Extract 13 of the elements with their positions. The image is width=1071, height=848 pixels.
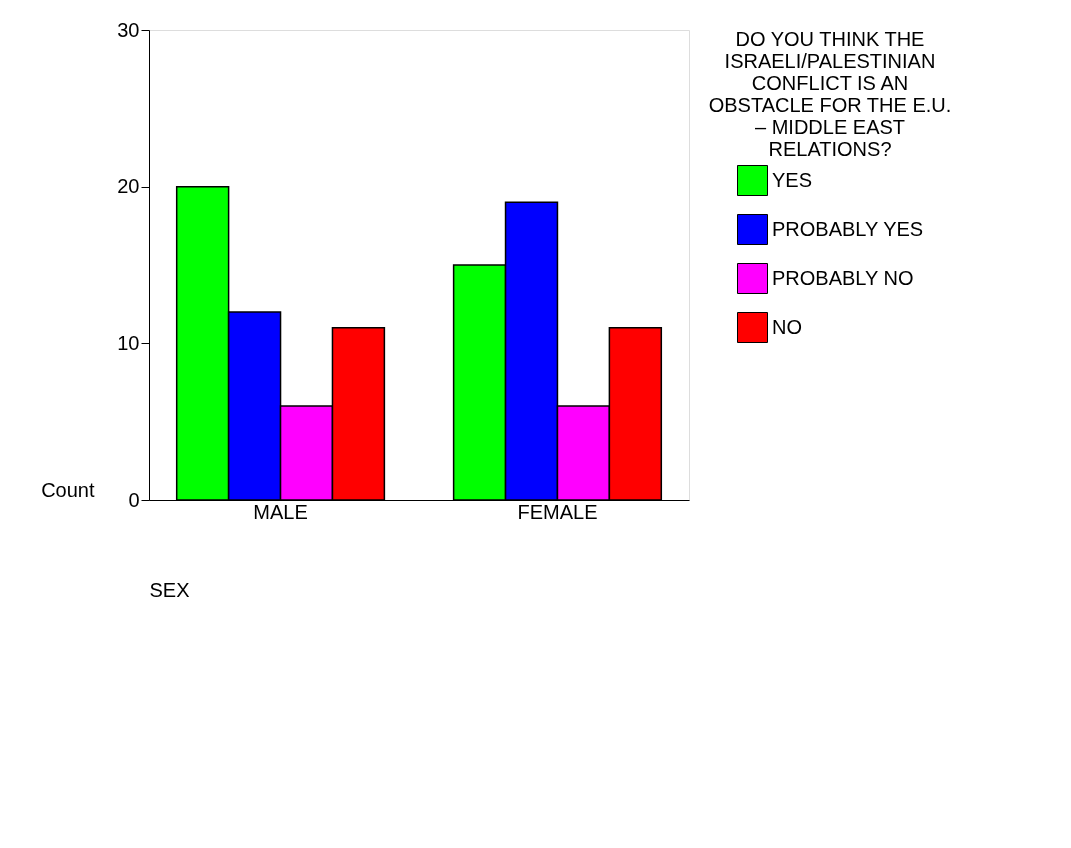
- x-tick-label: MALE: [253, 500, 308, 523]
- legend-label: YES: [772, 168, 813, 191]
- x-tick-label: FEMALE: [517, 500, 598, 523]
- y-tick-label: 20: [117, 175, 140, 198]
- legend-label: NO: [772, 315, 802, 338]
- y-tick-label: 30: [117, 18, 140, 41]
- legend-label: PROBABLY YES: [772, 217, 924, 240]
- x-axis-title: SEX: [149, 578, 190, 601]
- y-axis-title: Count: [41, 478, 95, 501]
- legend-title: DO YOU THINK THE ISRAELI/PALESTINIAN CONFLICT IS AN OBSTACLE FOR THE E.U. – MIDDLE EAST RELATIONS?: [708, 28, 952, 160]
- y-tick-label: 10: [117, 331, 140, 354]
- legend-label: PROBABLY NO: [772, 266, 914, 289]
- y-tick-label: 0: [128, 488, 140, 511]
